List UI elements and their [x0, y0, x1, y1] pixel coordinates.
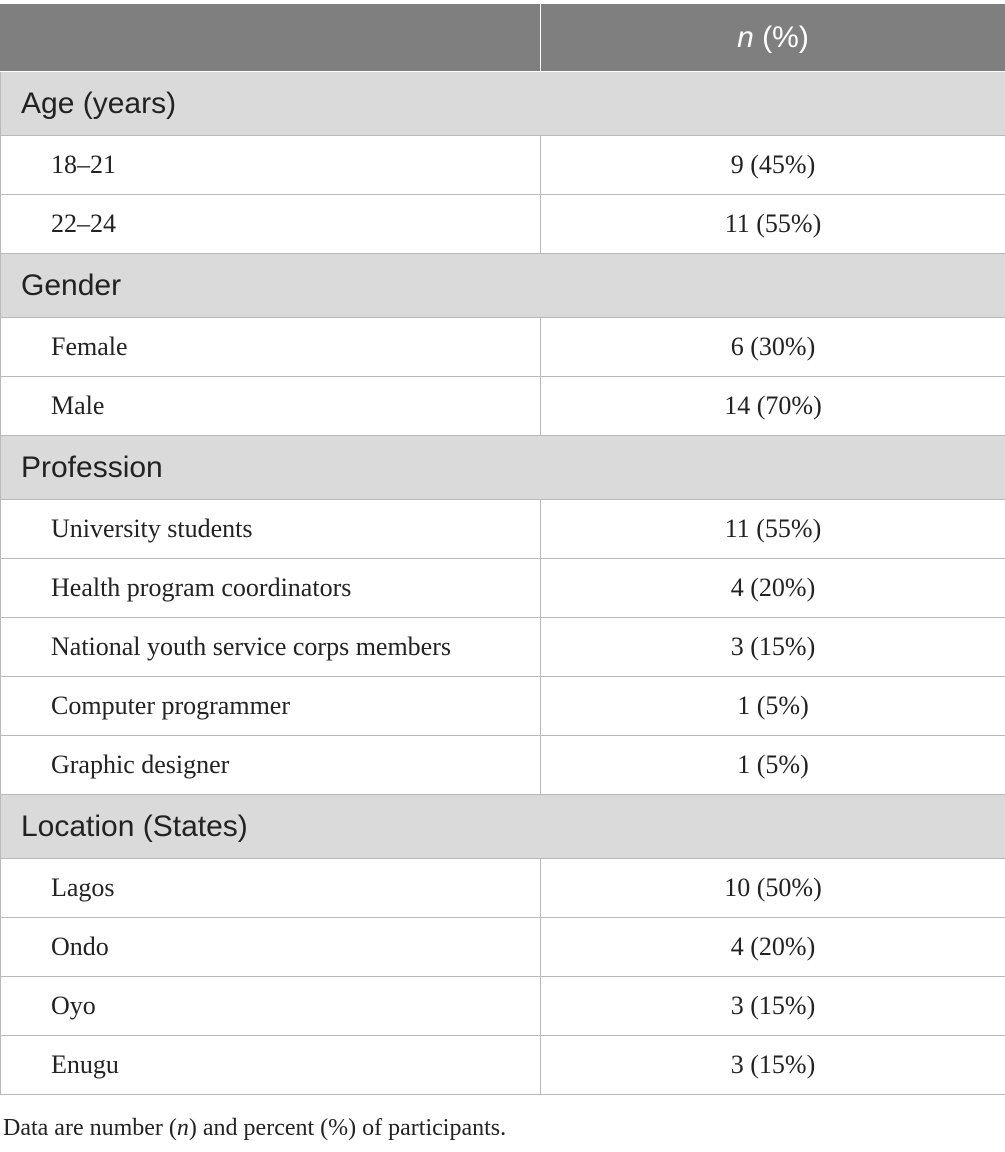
row-label: 22–24 — [0, 194, 541, 254]
section-title: Age (years) — [0, 71, 1005, 136]
row-label: Graphic designer — [0, 735, 541, 795]
footnote-text-2: ) and percent (%) of participants. — [188, 1115, 507, 1141]
row-value: 14 (70%) — [540, 376, 1005, 436]
table-row: 18–21 9 (45%) — [0, 135, 1005, 195]
row-value: 3 (15%) — [540, 617, 1005, 677]
table-footnote: Data are number (n) and percent (%) of p… — [3, 1115, 506, 1142]
section-title: Gender — [0, 253, 1005, 318]
table-row: Health program coordinators 4 (20%) — [0, 558, 1005, 618]
row-value: 11 (55%) — [540, 499, 1005, 559]
section-row-gender: Gender — [0, 253, 1005, 318]
section-row-profession: Profession — [0, 435, 1005, 500]
header-n: n — [737, 20, 754, 54]
table-row: Enugu 3 (15%) — [0, 1035, 1005, 1095]
row-label: Computer programmer — [0, 676, 541, 736]
row-value: 6 (30%) — [540, 317, 1005, 377]
row-label: Enugu — [0, 1035, 541, 1095]
row-label: Male — [0, 376, 541, 436]
row-value: 3 (15%) — [540, 1035, 1005, 1095]
row-label: Health program coordinators — [0, 558, 541, 618]
row-label: Ondo — [0, 917, 541, 977]
row-label: National youth service corps members — [0, 617, 541, 677]
table-row: 22–24 11 (55%) — [0, 194, 1005, 254]
table-row: Oyo 3 (15%) — [0, 976, 1005, 1036]
table-row: Computer programmer 1 (5%) — [0, 676, 1005, 736]
section-title: Location (States) — [0, 794, 1005, 859]
section-row-age: Age (years) — [0, 71, 1005, 136]
table-header-row: n (%) — [0, 4, 1005, 72]
demographics-table: n (%) Age (years) 18–21 9 (45%) 22–24 11… — [0, 4, 1005, 1095]
row-label: 18–21 — [0, 135, 541, 195]
row-value: 9 (45%) — [540, 135, 1005, 195]
header-percent: (%) — [753, 20, 809, 54]
row-value: 4 (20%) — [540, 558, 1005, 618]
row-label: University students — [0, 499, 541, 559]
table-row: Male 14 (70%) — [0, 376, 1005, 436]
header-label-cell — [0, 4, 541, 72]
row-label: Female — [0, 317, 541, 377]
row-value: 11 (55%) — [540, 194, 1005, 254]
row-value: 10 (50%) — [540, 858, 1005, 918]
table-row: University students 11 (55%) — [0, 499, 1005, 559]
row-value: 3 (15%) — [540, 976, 1005, 1036]
table-row: Female 6 (30%) — [0, 317, 1005, 377]
table-row: Graphic designer 1 (5%) — [0, 735, 1005, 795]
row-value: 1 (5%) — [540, 735, 1005, 795]
table-row: Ondo 4 (20%) — [0, 917, 1005, 977]
section-row-location: Location (States) — [0, 794, 1005, 859]
row-value: 4 (20%) — [540, 917, 1005, 977]
footnote-text-1: Data are number ( — [3, 1115, 177, 1141]
section-title: Profession — [0, 435, 1005, 500]
row-value: 1 (5%) — [540, 676, 1005, 736]
table-row: National youth service corps members 3 (… — [0, 617, 1005, 677]
row-label: Oyo — [0, 976, 541, 1036]
table-row: Lagos 10 (50%) — [0, 858, 1005, 918]
row-label: Lagos — [0, 858, 541, 918]
header-n-percent-cell: n (%) — [540, 4, 1005, 72]
footnote-n: n — [176, 1115, 189, 1141]
